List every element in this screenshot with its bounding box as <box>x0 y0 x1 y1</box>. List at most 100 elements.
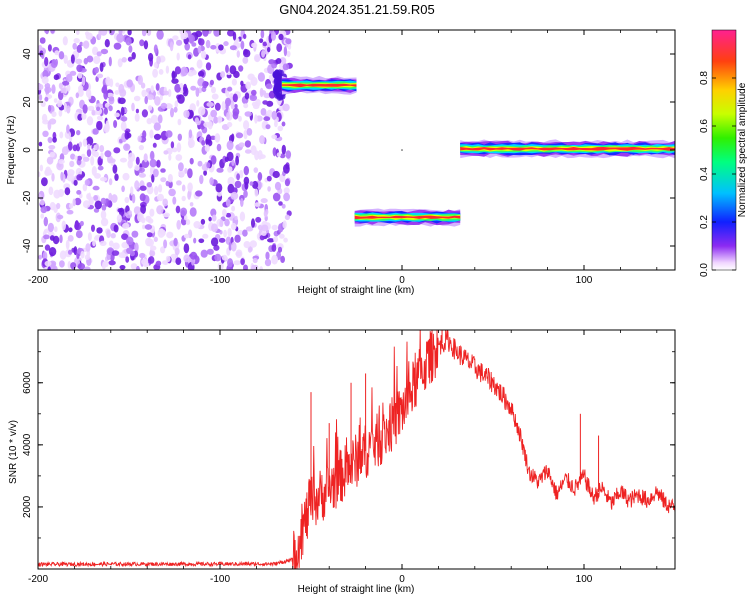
noise-speckle <box>163 239 168 249</box>
noise-speckle <box>39 37 46 44</box>
noise-speckle <box>214 133 221 143</box>
noise-speckle <box>44 169 50 177</box>
noise-speckle <box>154 96 161 106</box>
noise-speckle <box>160 246 166 254</box>
noise-speckle <box>183 83 188 94</box>
noise-speckle <box>250 76 258 86</box>
noise-speckle <box>52 136 57 143</box>
noise-speckle <box>154 185 159 196</box>
noise-speckle <box>82 104 88 114</box>
noise-speckle <box>76 174 83 181</box>
noise-speckle <box>249 181 254 186</box>
noise-speckle <box>38 254 42 260</box>
noise-speckle <box>210 109 218 118</box>
noise-speckle <box>189 251 198 260</box>
noise-speckle <box>100 48 109 55</box>
noise-speckle <box>63 54 68 64</box>
noise-speckle <box>153 168 159 178</box>
noise-speckle <box>168 153 172 161</box>
noise-speckle <box>104 39 110 48</box>
noise-speckle <box>81 113 87 120</box>
noise-speckle <box>75 58 83 65</box>
noise-speckle <box>176 142 182 153</box>
noise-speckle <box>205 39 211 49</box>
noise-speckle <box>243 33 247 40</box>
noise-speckle <box>187 34 195 44</box>
noise-speckle <box>109 240 114 247</box>
noise-speckle <box>249 94 258 102</box>
noise-speckle <box>225 97 231 107</box>
noise-speckle <box>199 174 204 185</box>
noise-speckle <box>276 43 283 53</box>
noise-speckle <box>272 170 280 179</box>
noise-speckle <box>39 164 44 172</box>
noise-speckle <box>122 222 130 229</box>
noise-speckle <box>282 63 290 71</box>
noise-speckle <box>267 186 271 192</box>
noise-speckle <box>245 226 254 232</box>
noise-speckle <box>156 205 164 215</box>
colorbar-tick-label: 0.0 <box>699 263 710 277</box>
noise-speckle <box>44 86 52 94</box>
noise-speckle <box>251 89 257 96</box>
noise-speckle <box>206 248 214 255</box>
noise-speckle <box>231 133 235 142</box>
noise-speckle <box>83 40 90 49</box>
noise-speckle <box>99 145 105 153</box>
noise-speckle <box>205 134 212 144</box>
noise-speckle <box>131 52 136 60</box>
noise-speckle <box>58 51 65 60</box>
noise-speckle <box>172 35 179 41</box>
noise-speckle <box>108 105 113 112</box>
noise-speckle <box>210 155 217 165</box>
noise-speckle <box>216 167 224 173</box>
noise-speckle <box>47 44 52 52</box>
noise-speckle <box>70 153 76 160</box>
noise-speckle <box>139 39 145 47</box>
noise-speckle <box>77 113 83 121</box>
noise-speckle <box>283 237 288 243</box>
noise-speckle <box>179 82 184 89</box>
noise-speckle <box>184 42 190 51</box>
noise-speckle <box>65 239 70 250</box>
noise-speckle <box>211 214 217 222</box>
noise-speckle <box>263 116 271 122</box>
noise-speckle <box>206 162 211 169</box>
noise-speckle <box>156 159 161 168</box>
noise-speckle <box>67 249 73 255</box>
noise-speckle <box>245 81 252 90</box>
noise-speckle <box>189 207 197 217</box>
noise-speckle <box>67 261 72 269</box>
noise-speckle <box>122 172 130 181</box>
noise-speckle <box>108 158 116 164</box>
noise-speckle <box>73 179 78 186</box>
noise-speckle <box>226 121 233 128</box>
noise-speckle <box>47 104 52 112</box>
noise-speckle <box>284 214 290 221</box>
noise-speckle <box>153 62 158 69</box>
noise-speckle <box>43 234 50 240</box>
noise-speckle <box>209 177 214 186</box>
noise-speckle <box>221 254 228 261</box>
noise-speckle <box>73 38 80 44</box>
noise-speckle <box>137 212 144 223</box>
noise-speckle <box>76 130 81 136</box>
noise-speckle <box>262 100 269 105</box>
noise-speckle <box>78 85 84 92</box>
noise-speckle <box>227 176 235 186</box>
noise-speckle <box>227 166 233 173</box>
noise-speckle <box>167 89 172 97</box>
noise-speckle <box>47 266 51 270</box>
noise-speckle <box>64 130 72 139</box>
noise-speckle <box>175 154 183 161</box>
noise-speckle <box>85 32 93 40</box>
noise-speckle <box>40 213 44 219</box>
noise-speckle <box>93 55 101 65</box>
noise-speckle <box>283 164 290 174</box>
noise-speckle <box>243 176 250 186</box>
noise-speckle <box>111 250 120 256</box>
noise-speckle <box>240 258 245 266</box>
noise-speckle <box>193 237 197 244</box>
noise-speckle <box>127 152 136 163</box>
snr-line-plot <box>38 330 675 569</box>
